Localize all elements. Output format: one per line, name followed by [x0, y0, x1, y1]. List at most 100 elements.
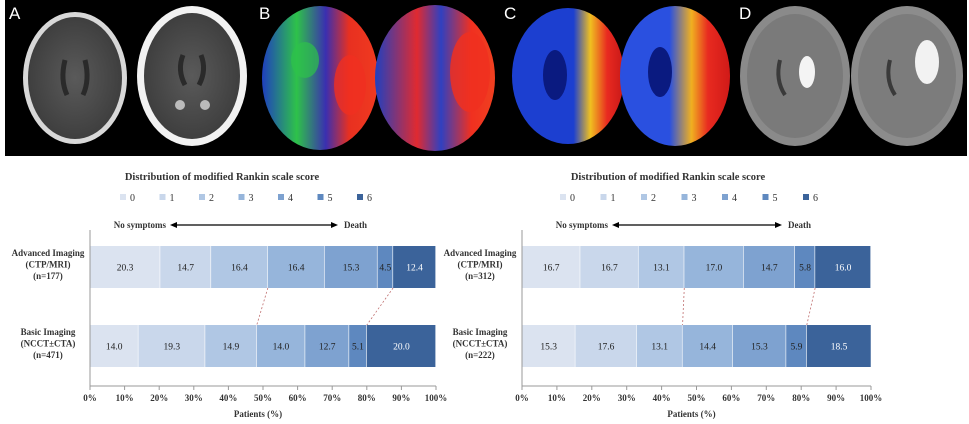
x-tick-label: 30% — [185, 393, 203, 403]
bar-segment — [305, 325, 349, 367]
bar-segment — [638, 246, 684, 288]
data-label: 5.8 — [799, 264, 811, 274]
category-label: Basic Imaging — [21, 327, 76, 337]
x-tick-label: 60% — [722, 393, 740, 403]
category-label: (n=471) — [33, 350, 63, 360]
bar-segment — [786, 325, 807, 367]
legend-label: 3 — [692, 193, 697, 204]
arrow-right-label: Death — [344, 220, 367, 230]
brain-image-strip: A B — [5, 0, 967, 156]
legend-label: 6 — [813, 193, 818, 204]
data-label: 16.7 — [543, 264, 560, 274]
x-tick-label: 40% — [653, 393, 671, 403]
x-tick-label: 40% — [219, 393, 237, 403]
category-label: Advanced Imaging — [444, 248, 517, 258]
bar-segment — [575, 325, 637, 367]
category-label: (CTP/MRI) — [26, 260, 71, 270]
x-tick-label: 20% — [150, 393, 168, 403]
mrs-charts: Distribution of modified Rankin scale sc… — [12, 172, 883, 419]
ct-brain-images — [23, 6, 247, 146]
bar-segment — [522, 246, 580, 288]
legend-swatch — [159, 194, 166, 200]
legend-swatch — [357, 194, 363, 200]
legend-label: 5 — [773, 193, 778, 204]
legend-swatch — [762, 194, 769, 200]
panel-a: A — [5, 0, 255, 156]
x-tick-label: 0% — [83, 393, 97, 403]
bar-segment — [90, 246, 160, 288]
x-tick-label: 90% — [827, 393, 845, 403]
data-label: 13.1 — [653, 264, 670, 274]
legend-swatch — [641, 194, 647, 200]
legend-swatch — [317, 194, 324, 200]
data-label: 14.9 — [223, 343, 240, 353]
panel-d: D — [735, 0, 967, 156]
x-tick-label: 0% — [515, 393, 529, 403]
data-label: 4.5 — [379, 264, 391, 274]
arrow-left-head — [612, 222, 619, 228]
connector-line — [366, 287, 394, 326]
bar-segment — [366, 325, 436, 367]
data-label: 17.6 — [598, 343, 615, 353]
data-label: 17.0 — [706, 264, 723, 274]
dwi-lesion-1 — [799, 56, 815, 88]
x-tick-label: 60% — [289, 393, 307, 403]
legend-label: 0 — [570, 193, 575, 204]
bar-segment — [522, 325, 575, 367]
data-label: 16.0 — [835, 264, 852, 274]
chart-title: Distribution of modified Rankin scale sc… — [125, 172, 320, 183]
category-label: (NCCT±CTA) — [21, 339, 76, 349]
category-label: (CTP/MRI) — [458, 260, 503, 270]
arrow-left-label: No symptoms — [556, 220, 609, 230]
x-tick-label: 70% — [757, 393, 775, 403]
legend-swatch — [803, 194, 809, 200]
x-tick-label: 10% — [548, 393, 566, 403]
category-label: (NCCT±CTA) — [453, 339, 508, 349]
x-tick-label: 80% — [792, 393, 810, 403]
legend-label: 4 — [732, 193, 737, 204]
data-label: 14.7 — [177, 264, 194, 274]
connector-line — [806, 287, 816, 326]
x-tick-label: 70% — [323, 393, 341, 403]
data-label: 12.4 — [406, 264, 423, 274]
data-label: 16.7 — [601, 264, 618, 274]
data-label: 15.3 — [343, 264, 360, 274]
connector-line — [256, 287, 269, 326]
bar-segment — [160, 246, 211, 288]
arrow-left-head — [170, 222, 177, 228]
panel-c: C — [500, 0, 735, 156]
data-label: 19.3 — [164, 343, 181, 353]
x-tick-label: 50% — [254, 393, 272, 403]
legend-swatch — [278, 194, 284, 200]
legend-label: 1 — [170, 193, 175, 204]
panel-letter-d: D — [739, 4, 752, 23]
category-label: Basic Imaging — [453, 327, 508, 337]
bar-segment — [256, 325, 305, 367]
perfusion-brain-3 — [512, 8, 624, 144]
panel-letter-c: C — [504, 4, 517, 23]
legend-label: 6 — [367, 193, 372, 204]
bar-segment — [324, 246, 377, 288]
bar-segment — [794, 246, 815, 288]
bar-segment — [90, 325, 138, 367]
data-label: 18.5 — [831, 343, 848, 353]
data-label: 12.7 — [319, 343, 336, 353]
ct-brain-2 — [144, 13, 240, 139]
data-label: 20.3 — [117, 264, 134, 274]
bar-segment — [377, 246, 393, 288]
legend-label: 1 — [611, 193, 616, 204]
data-label: 15.3 — [751, 343, 768, 353]
dwi-brain-images — [740, 6, 963, 146]
bar-segment — [211, 246, 268, 288]
arrow-right-head — [775, 222, 782, 228]
bar-segment — [815, 246, 871, 288]
x-tick-label: 100% — [425, 393, 448, 403]
data-label: 5.9 — [791, 343, 803, 353]
legend-label: 3 — [249, 193, 254, 204]
legend-swatch — [120, 194, 126, 200]
x-tick-label: 20% — [583, 393, 601, 403]
x-tick-label: 50% — [688, 393, 706, 403]
x-tick-label: 30% — [618, 393, 636, 403]
legend-label: 0 — [130, 193, 135, 204]
x-tick-label: 90% — [392, 393, 410, 403]
